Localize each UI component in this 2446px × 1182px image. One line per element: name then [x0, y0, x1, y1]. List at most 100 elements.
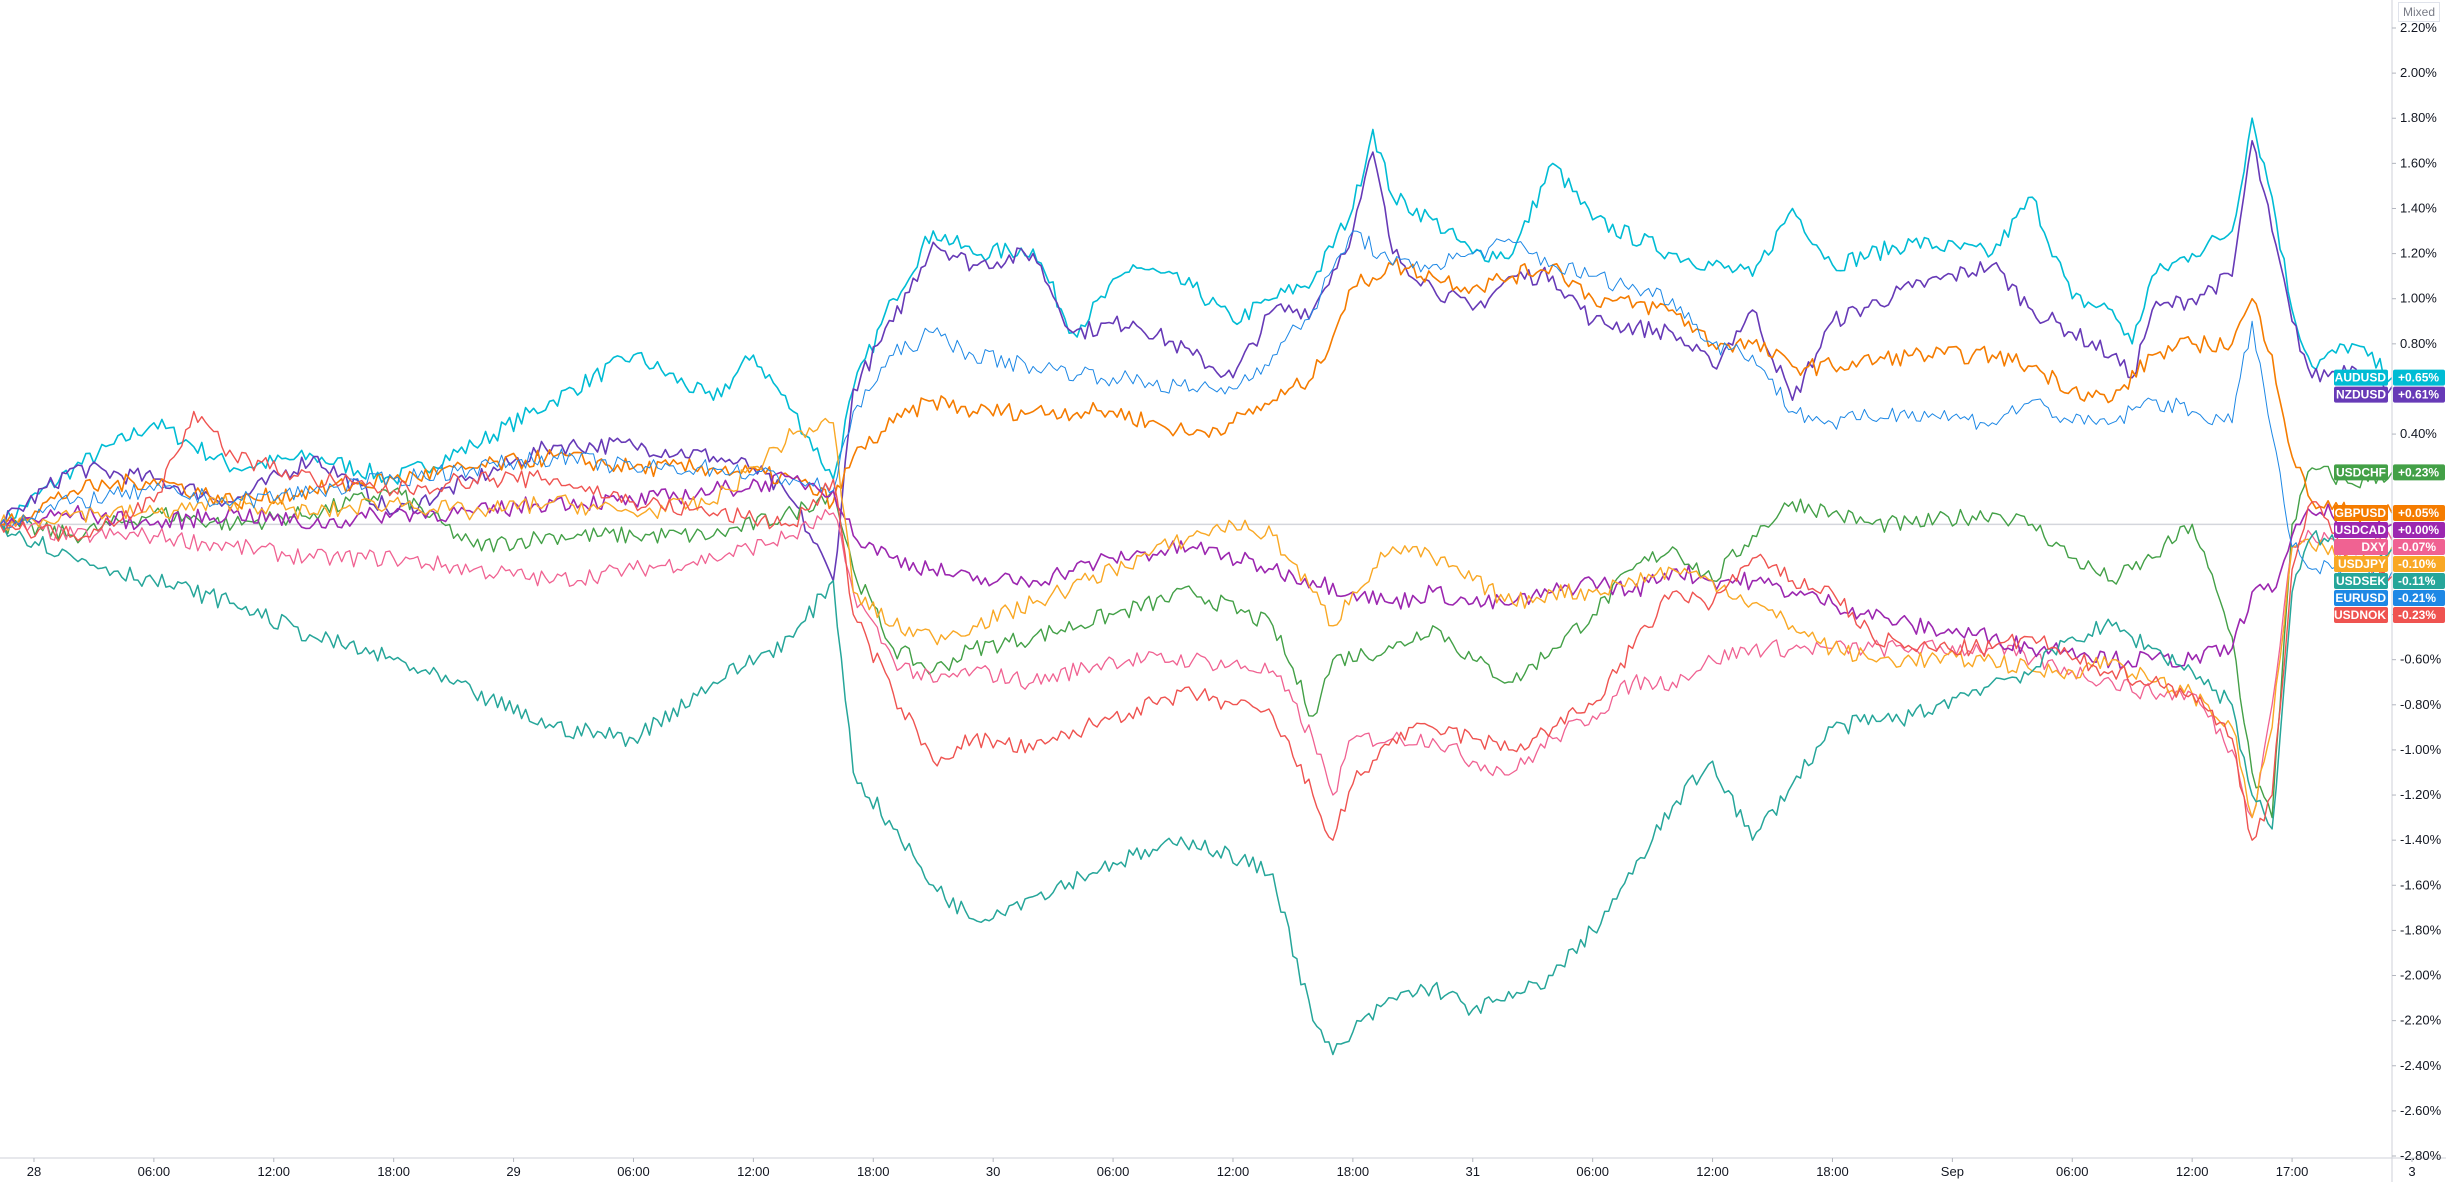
y-tick-label: -1.20%: [2400, 787, 2442, 802]
series-line-usdjpy: [0, 417, 2393, 819]
badge-name: USDNOK: [2334, 608, 2386, 622]
x-tick-label: 06:00: [1097, 1164, 1130, 1179]
badge-name-bg: [2334, 539, 2388, 556]
x-tick-label: 06:00: [1576, 1164, 1609, 1179]
y-tick-label: -2.00%: [2400, 968, 2442, 983]
badge-value-bg: [2393, 369, 2445, 386]
badge-value-bg: [2393, 590, 2445, 607]
badge-name-bg: [2334, 590, 2388, 607]
y-tick-label: -1.80%: [2400, 922, 2442, 937]
badge-usdcad[interactable]: USDCAD +0.00%: [2334, 522, 2445, 539]
badge-usdchf[interactable]: USDCHF +0.23%: [2334, 464, 2445, 481]
x-tick-label: 29: [506, 1164, 520, 1179]
badge-name: GBPUSD: [2335, 506, 2387, 520]
badge-nzdusd[interactable]: NZDUSD +0.61%: [2334, 386, 2445, 403]
badge-value: -0.23%: [2398, 608, 2436, 622]
x-tick-label: 12:00: [1696, 1164, 1729, 1179]
last-value-badges: AUDUSD +0.65% NZDUSD +0.61% USDCHF +0.23% GBPU…: [2334, 369, 2445, 624]
series-line-eurusd: [0, 230, 2393, 581]
scale-mode-label[interactable]: Mixed: [2397, 2, 2440, 22]
badge-value-bg: [2393, 386, 2445, 403]
price-axis[interactable]: 2.20% 2.00% 1.80% 1.60% 1.40% 1.20% 1.00% 0.80%…: [2392, 20, 2442, 1163]
y-tick-label: 2.00%: [2400, 65, 2437, 80]
badge-dxy[interactable]: DXY -0.07%: [2334, 539, 2445, 556]
badge-name: DXY: [2361, 540, 2386, 554]
x-tick-label: 3: [2408, 1164, 2415, 1179]
y-tick-label: 0.40%: [2400, 426, 2437, 441]
badge-name: USDCAD: [2335, 523, 2387, 537]
y-tick-label: -2.20%: [2400, 1013, 2442, 1028]
badge-value: +0.61%: [2398, 388, 2439, 402]
x-tick-label: 18:00: [857, 1164, 890, 1179]
badge-name-bg: [2334, 464, 2388, 481]
badge-name: USDSEK: [2336, 574, 2386, 588]
badge-value-bg: [2393, 464, 2445, 481]
y-tick-label: 1.20%: [2400, 246, 2437, 261]
badge-name-bg: [2334, 573, 2388, 590]
y-tick-label: 0.80%: [2400, 336, 2437, 351]
y-tick-label: 1.80%: [2400, 110, 2437, 125]
badge-name-bg: [2334, 556, 2388, 573]
badge-usdjpy[interactable]: USDJPY -0.10%: [2334, 556, 2445, 573]
series-line-audusd: [0, 117, 2393, 532]
badge-value: -0.10%: [2398, 557, 2436, 571]
x-tick-label: 30: [986, 1164, 1000, 1179]
y-tick-label: -1.60%: [2400, 877, 2442, 892]
badge-name: USDJPY: [2338, 557, 2386, 571]
badge-value: +0.00%: [2398, 523, 2439, 537]
y-tick-label: -2.60%: [2400, 1103, 2442, 1118]
x-tick-label: 18:00: [1337, 1164, 1370, 1179]
series-line-usdcad: [0, 471, 2393, 669]
x-tick-label: 12:00: [737, 1164, 770, 1179]
y-tick-label: -0.80%: [2400, 697, 2442, 712]
badge-name: AUDUSD: [2335, 371, 2387, 385]
y-tick-label: -2.40%: [2400, 1058, 2442, 1073]
y-tick-label: 1.40%: [2400, 200, 2437, 215]
badge-value: -0.11%: [2398, 574, 2436, 588]
y-tick-label: -2.80%: [2400, 1148, 2442, 1163]
badge-value: -0.07%: [2398, 540, 2436, 554]
badge-value-bg: [2393, 522, 2445, 539]
badge-name: NZDUSD: [2336, 388, 2386, 402]
badge-value-bg: [2393, 607, 2445, 624]
series-line-usdsek: [0, 523, 2393, 1056]
badge-name-bg: [2334, 505, 2388, 522]
badge-name-bg: [2334, 607, 2388, 624]
badge-audusd[interactable]: AUDUSD +0.65%: [2334, 369, 2445, 386]
badge-name: USDCHF: [2336, 465, 2386, 479]
x-tick-label: 06:00: [2056, 1164, 2089, 1179]
badge-value-bg: [2393, 539, 2445, 556]
y-tick-label: -1.40%: [2400, 832, 2442, 847]
y-tick-label: 2.20%: [2400, 20, 2437, 35]
y-tick-label: 1.60%: [2400, 155, 2437, 170]
series-line-gbpusd: [0, 258, 2393, 526]
badge-eurusd[interactable]: EURUSD -0.21%: [2334, 590, 2445, 607]
series-line-usdchf: [0, 465, 2393, 819]
badge-name-bg: [2334, 386, 2388, 403]
badge-usdnok[interactable]: USDNOK -0.23%: [2334, 607, 2445, 624]
x-tick-label: 31: [1466, 1164, 1480, 1179]
series-line-nzdusd: [0, 140, 2393, 582]
x-tick-label: 12:00: [1217, 1164, 1250, 1179]
time-axis[interactable]: 28 06:00 12:00 18:00 29 06:00 12:00 18:00 30 06:0…: [27, 1158, 2416, 1179]
x-tick-label: 06:00: [138, 1164, 171, 1179]
x-tick-label: 12:00: [2176, 1164, 2209, 1179]
badge-usdsek[interactable]: USDSEK -0.11%: [2334, 573, 2445, 590]
x-tick-label: 06:00: [617, 1164, 650, 1179]
badge-value: -0.21%: [2398, 591, 2436, 605]
x-tick-label: 28: [27, 1164, 41, 1179]
badge-value-bg: [2393, 505, 2445, 522]
x-tick-label: 12:00: [257, 1164, 290, 1179]
badge-value: +0.05%: [2398, 506, 2439, 520]
series-layer: [0, 117, 2393, 1056]
x-tick-label: 18:00: [377, 1164, 410, 1179]
x-tick-label: 17:00: [2276, 1164, 2309, 1179]
badge-name: EURUSD: [2335, 591, 2386, 605]
badge-value-bg: [2393, 573, 2445, 590]
series-line-dxy: [0, 508, 2393, 819]
badge-value: +0.65%: [2398, 371, 2439, 385]
badge-gbpusd[interactable]: GBPUSD +0.05%: [2334, 505, 2445, 522]
badge-value: +0.23%: [2398, 465, 2439, 479]
y-tick-label: -0.60%: [2400, 652, 2442, 667]
